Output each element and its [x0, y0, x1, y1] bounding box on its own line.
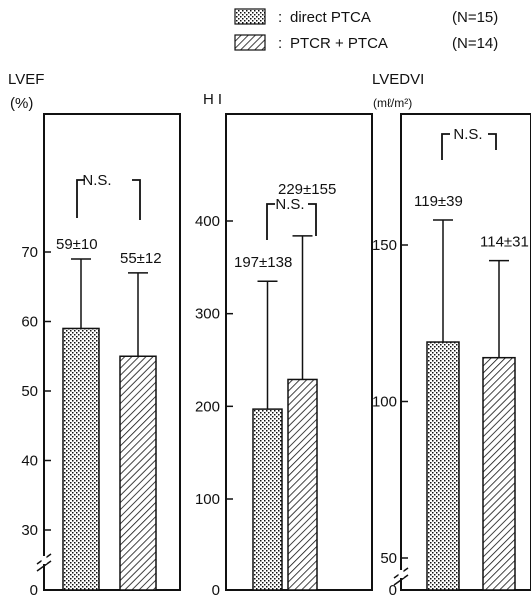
y-tick-label: 0	[389, 582, 397, 599]
significance-label: N.S.	[275, 196, 304, 213]
legend: : direct PTCA (N=15) : PTCR + PTCA (N=14…	[234, 8, 498, 52]
y-tick-label: 40	[21, 453, 38, 470]
axis-break-gap	[41, 556, 47, 564]
panel-lvef: 0 30 40 50 60 70 59±10 55±12 N.S.	[21, 113, 181, 599]
y-tick-label: 60	[21, 314, 38, 331]
significance-label: N.S.	[82, 172, 111, 189]
axis-break-mark	[36, 560, 52, 572]
y-tick-label: 200	[195, 398, 220, 415]
svg-text::: :	[278, 9, 282, 26]
y-tick-label: 150	[372, 237, 397, 254]
data-label: 59±10	[56, 236, 98, 253]
y-tick-label: 70	[21, 244, 38, 261]
y-tick-label: 400	[195, 213, 220, 230]
data-label: 229±155	[278, 181, 336, 198]
legend-n-ptcr: (N=14)	[452, 35, 498, 52]
data-label: 119±39	[414, 193, 463, 210]
bar	[287, 378, 318, 591]
panel-frame-lvef	[43, 113, 181, 591]
panel-title-lvef: LVEF	[8, 71, 44, 88]
data-label: 55±12	[120, 250, 162, 267]
panel-title-hi: HI	[203, 91, 226, 108]
legend-hatch-swatch	[234, 34, 266, 51]
data-label: 114±31	[480, 234, 529, 251]
data-label: 197±138	[234, 254, 292, 271]
panel-title-lvedvi: LVEDVI	[372, 71, 424, 88]
bar	[426, 341, 460, 591]
svg-text::: :	[278, 35, 282, 52]
panel-unit-lvef: (%)	[10, 95, 33, 112]
y-tick-label: 0	[212, 582, 220, 599]
legend-label-ptcr: PTCR + PTCA	[290, 35, 388, 52]
legend-label-direct: direct PTCA	[290, 9, 371, 26]
bar	[252, 408, 283, 591]
legend-dots-swatch	[234, 8, 266, 25]
y-tick-label: 0	[30, 582, 38, 599]
bar	[119, 355, 157, 591]
y-tick-label: 300	[195, 306, 220, 323]
axis-break-gap	[398, 570, 404, 578]
legend-n-direct: (N=15)	[452, 9, 498, 26]
significance-bracket	[76, 179, 141, 220]
significance-label: N.S.	[453, 126, 482, 143]
significance-bracket	[266, 203, 317, 240]
y-tick-label: 100	[372, 394, 397, 411]
bar	[482, 356, 516, 591]
y-tick-label: 100	[195, 491, 220, 508]
axis-break-mark	[393, 574, 409, 586]
panel-lvedvi: 0 50 100 150 119±39 114±31 N.S.	[372, 113, 531, 599]
y-tick-label: 50	[380, 550, 397, 567]
y-tick-label: 50	[21, 383, 38, 400]
bar	[62, 327, 100, 591]
significance-bracket	[441, 133, 497, 160]
panel-frame-lvedvi	[400, 113, 531, 591]
panel-unit-lvedvi: (mℓ/m²)	[373, 96, 412, 110]
y-tick-label: 30	[21, 522, 38, 539]
